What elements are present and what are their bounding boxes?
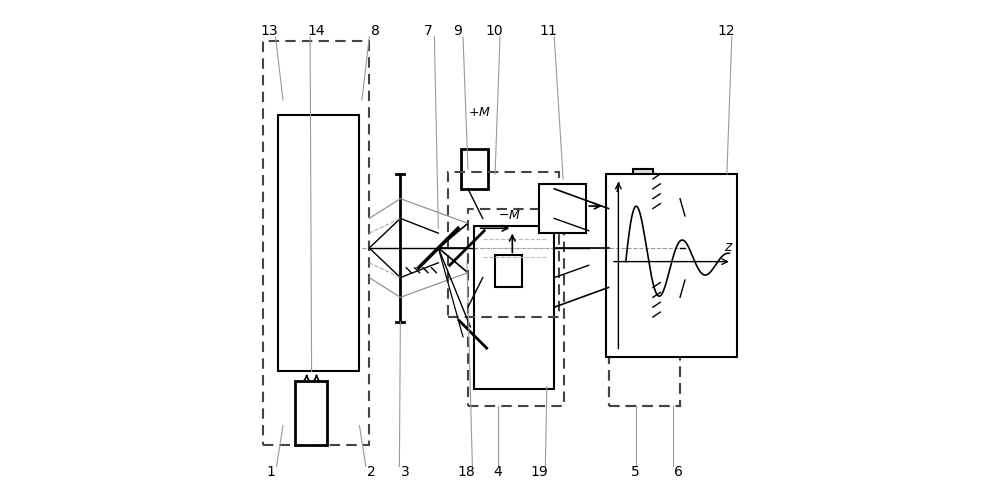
- Text: $+M$: $+M$: [468, 106, 491, 119]
- Text: 8: 8: [371, 24, 380, 38]
- Text: 3: 3: [401, 465, 410, 480]
- Text: 5: 5: [631, 465, 640, 480]
- Text: 6: 6: [674, 465, 683, 480]
- Text: 9: 9: [453, 24, 462, 38]
- FancyBboxPatch shape: [495, 255, 522, 288]
- Text: 2: 2: [367, 465, 376, 480]
- FancyBboxPatch shape: [295, 381, 327, 445]
- Text: 1: 1: [266, 465, 275, 480]
- Text: $I$: $I$: [615, 182, 621, 195]
- Text: 12: 12: [717, 24, 735, 38]
- Text: 11: 11: [539, 24, 557, 38]
- FancyBboxPatch shape: [606, 174, 737, 357]
- Text: 19: 19: [531, 465, 548, 480]
- Text: $z$: $z$: [724, 240, 734, 254]
- FancyBboxPatch shape: [278, 115, 359, 372]
- FancyBboxPatch shape: [633, 278, 653, 327]
- Text: 10: 10: [485, 24, 503, 38]
- Text: 7: 7: [424, 24, 433, 38]
- Text: 18: 18: [458, 465, 475, 480]
- FancyBboxPatch shape: [474, 226, 554, 388]
- FancyBboxPatch shape: [633, 169, 653, 218]
- Text: 14: 14: [307, 24, 325, 38]
- FancyBboxPatch shape: [539, 184, 586, 233]
- Text: 4: 4: [493, 465, 502, 480]
- Text: 13: 13: [261, 24, 278, 38]
- FancyBboxPatch shape: [461, 149, 488, 189]
- Text: $-M$: $-M$: [498, 209, 521, 222]
